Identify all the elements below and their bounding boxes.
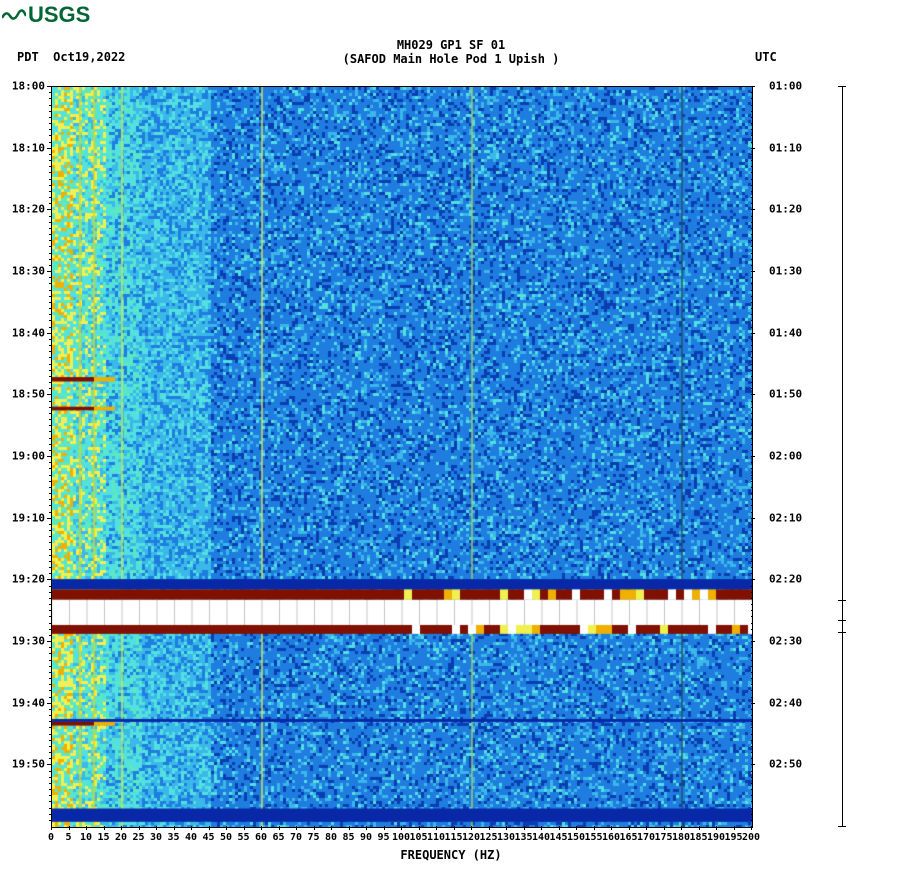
x-tick-label: 190 [707, 832, 725, 843]
x-tick-label: 15 [97, 832, 109, 843]
amp-tick [838, 86, 846, 87]
x-tick-label: 135 [514, 832, 532, 843]
x-tick-label: 40 [185, 832, 197, 843]
usgs-logo: USGS [2, 2, 90, 28]
y-tick-label-left: 18:30 [12, 265, 45, 278]
amp-tick [838, 620, 846, 621]
x-tick-label: 65 [272, 832, 284, 843]
tz-left: PDT [17, 50, 39, 64]
amp-tick [838, 600, 846, 601]
y-tick-label-right: 02:20 [769, 573, 802, 586]
x-tick-label: 80 [325, 832, 337, 843]
y-tick-label-right: 01:10 [769, 141, 802, 154]
x-tick-label: 125 [479, 832, 497, 843]
date-text: Oct19,2022 [53, 50, 125, 64]
y-tick-label-right: 01:30 [769, 265, 802, 278]
y-tick-label-right: 01:20 [769, 203, 802, 216]
x-tick-label: 120 [462, 832, 480, 843]
x-tick-label: 50 [220, 832, 232, 843]
x-tick-label: 200 [742, 832, 760, 843]
x-tick-label: 115 [444, 832, 462, 843]
x-tick-label: 90 [360, 832, 372, 843]
y-tick-label-left: 19:00 [12, 450, 45, 463]
x-tick-label: 85 [342, 832, 354, 843]
x-tick-label: 140 [532, 832, 550, 843]
x-tick-label: 10 [80, 832, 92, 843]
amp-tick [838, 826, 846, 827]
y-tick-label-left: 19:10 [12, 511, 45, 524]
y-tick-label-left: 19:30 [12, 635, 45, 648]
x-tick-label: 165 [619, 832, 637, 843]
x-tick-label: 195 [724, 832, 742, 843]
x-tick-label: 180 [672, 832, 690, 843]
spectrogram-canvas [52, 87, 752, 827]
y-tick-label-left: 19:40 [12, 696, 45, 709]
x-tick-label: 105 [409, 832, 427, 843]
x-tick-label: 100 [392, 832, 410, 843]
x-tick-label: 155 [584, 832, 602, 843]
y-tick-label-right: 02:50 [769, 758, 802, 771]
y-tick-label-left: 18:20 [12, 203, 45, 216]
y-tick-label-left: 18:50 [12, 388, 45, 401]
amplitude-scale-bar [842, 86, 843, 826]
y-axis-right: 01:0001:1001:2001:3001:4001:5002:0002:10… [751, 86, 811, 826]
x-tick-label: 55 [237, 832, 249, 843]
pdt-date-label: PDT Oct19,2022 [17, 50, 125, 64]
x-tick-label: 70 [290, 832, 302, 843]
x-tick-label: 95 [377, 832, 389, 843]
x-tick-label: 145 [549, 832, 567, 843]
usgs-wave-icon [2, 8, 26, 22]
y-tick-label-right: 02:40 [769, 696, 802, 709]
y-tick-label-left: 18:40 [12, 326, 45, 339]
y-tick-label-right: 01:50 [769, 388, 802, 401]
y-tick-label-right: 02:10 [769, 511, 802, 524]
x-tick-label: 130 [497, 832, 515, 843]
spectrogram-plot [51, 86, 753, 828]
x-tick-label: 60 [255, 832, 267, 843]
x-tick-label: 170 [637, 832, 655, 843]
y-axis-left: 18:0018:1018:2018:3018:4018:5019:0019:10… [0, 86, 51, 826]
logo-text: USGS [28, 2, 90, 28]
x-tick-label: 150 [567, 832, 585, 843]
amp-tick [838, 632, 846, 633]
y-tick-label-left: 19:20 [12, 573, 45, 586]
x-tick-label: 45 [202, 832, 214, 843]
y-tick-label-left: 18:00 [12, 80, 45, 93]
x-tick-label: 185 [689, 832, 707, 843]
x-tick-label: 0 [48, 832, 54, 843]
x-tick-label: 20 [115, 832, 127, 843]
x-tick-label: 160 [602, 832, 620, 843]
x-tick-label: 35 [167, 832, 179, 843]
y-tick-label-right: 01:00 [769, 80, 802, 93]
x-tick-label: 25 [132, 832, 144, 843]
y-tick-label-right: 01:40 [769, 326, 802, 339]
x-tick-label: 175 [654, 832, 672, 843]
y-tick-label-left: 19:50 [12, 758, 45, 771]
y-tick-label-left: 18:10 [12, 141, 45, 154]
x-tick-label: 110 [427, 832, 445, 843]
x-tick-label: 30 [150, 832, 162, 843]
y-tick-label-right: 02:00 [769, 450, 802, 463]
y-tick-label-right: 02:30 [769, 635, 802, 648]
x-tick-label: 5 [65, 832, 71, 843]
x-tick-label: 75 [307, 832, 319, 843]
utc-label: UTC [755, 50, 777, 64]
x-axis-label: FREQUENCY (HZ) [0, 848, 902, 862]
